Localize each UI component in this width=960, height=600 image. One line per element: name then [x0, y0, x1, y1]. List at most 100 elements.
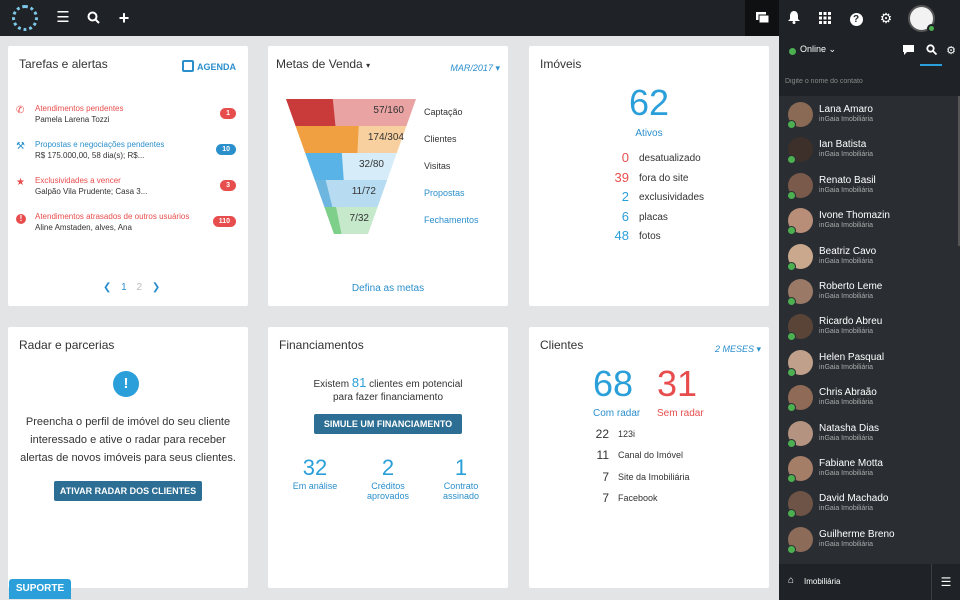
calendar-icon [181, 60, 194, 72]
clients-period-label: 2 MESES [714, 344, 754, 354]
funnel-stage-remaining [314, 180, 388, 207]
online-status-dot [787, 509, 796, 519]
task-detail: Aline Amstaden, alves, Ana [35, 223, 132, 232]
source-count: 11 [596, 448, 609, 462]
set-goals-link[interactable]: Defina as metas [351, 283, 425, 294]
contact-item[interactable]: Ivone Thomazin inGaia Imobiliária [779, 204, 960, 239]
prev-page-icon[interactable]: ❮ [103, 282, 112, 293]
settings-icon[interactable]: ⚙ [946, 45, 956, 57]
task-item[interactable]: ! Atendimentos atrasados de outros usuár… [16, 212, 240, 242]
bell-icon[interactable] [779, 0, 809, 36]
chat-bubble-icon[interactable] [897, 36, 919, 66]
contact-company: inGaia Imobiliária [819, 505, 874, 513]
potential-clients-count: 81 [351, 375, 367, 390]
task-count-badge: 10 [216, 144, 236, 155]
without-radar-count[interactable]: 31 [657, 363, 698, 404]
contact-item[interactable]: Ian Batista inGaia Imobiliária [779, 133, 960, 168]
caret-down-icon: ▾ [366, 61, 371, 70]
contact-item[interactable]: Roberto Leme inGaia Imobiliária [779, 275, 960, 310]
search-icon[interactable] [78, 0, 108, 36]
contact-search-input[interactable] [785, 75, 950, 87]
page-1[interactable]: 1 [121, 282, 127, 293]
client-source-row[interactable]: 22 123i [587, 427, 737, 445]
online-status-dot [927, 24, 936, 33]
financing-text-post: clientes em potencial [369, 379, 463, 390]
clients-period-select[interactable]: 2 MESES ▾ [715, 344, 761, 355]
contact-item[interactable]: Lana Amaro inGaia Imobiliária [779, 98, 960, 133]
task-item[interactable]: ✆ Atendimentos pendentes Pamela Larena T… [16, 104, 240, 134]
menu-icon[interactable]: ☰ [56, 9, 70, 26]
chat-icon[interactable] [745, 0, 779, 36]
search-icon[interactable] [920, 36, 942, 66]
contact-company: inGaia Imobiliária [819, 470, 874, 477]
status-label: Online [800, 44, 827, 54]
contact-item[interactable]: Natasha Dias inGaia Imobiliária [779, 417, 960, 452]
apps-icon[interactable] [810, 0, 840, 36]
financing-stat[interactable]: 2 Créditos aprovados [353, 455, 423, 501]
support-button[interactable]: SUPORTE [9, 579, 71, 599]
plus-icon[interactable]: + [118, 8, 130, 28]
stat-label-2: aprovados [366, 491, 410, 501]
property-stat-row[interactable]: 6 placas [589, 209, 739, 229]
property-stat-row[interactable]: 0 desatualizado [589, 150, 739, 170]
source-count: 22 [595, 427, 609, 441]
contact-item[interactable]: Fabiane Motta inGaia Imobiliária [779, 452, 960, 487]
financing-stat[interactable]: 32 Em análise [280, 455, 350, 491]
clients-title: Clientes [540, 338, 584, 352]
funnel-label[interactable]: Fechamentos [424, 215, 479, 225]
next-page-icon[interactable]: ❯ [151, 282, 161, 293]
funnel-label[interactable]: Propostas [424, 188, 465, 198]
contact-avatar [787, 385, 813, 413]
contact-item[interactable]: Ricardo Abreu inGaia Imobiliária [779, 310, 960, 345]
period-select[interactable]: MAR/2017 ▾ [450, 63, 500, 74]
contact-item[interactable]: Guilherme Breno inGaia Imobiliária [779, 523, 960, 558]
online-status-dot [787, 120, 796, 129]
property-stat-row[interactable]: 48 fotos [589, 228, 739, 248]
client-source-row[interactable]: 11 Canal do Imóvel [587, 448, 737, 466]
client-source-row[interactable]: 7 Site da Imobiliária [587, 470, 737, 488]
active-properties-count[interactable]: 62 [628, 82, 670, 123]
client-source-row[interactable]: 7 Facebook [587, 491, 737, 509]
sales-goals-title[interactable]: Metas de Venda ▾ [276, 57, 370, 71]
online-status-dot [787, 438, 796, 448]
contact-item[interactable]: Beatriz Cavo inGaia Imobiliária [779, 240, 960, 275]
agenda-link[interactable]: AGENDA [181, 60, 236, 72]
gear-icon[interactable]: ⚙ [879, 10, 893, 26]
task-item[interactable]: ★ Exclusividades a vencer Galpão Vila Pr… [16, 176, 240, 206]
task-title: Atendimentos atrasados de outros usuário… [35, 212, 190, 221]
online-status-dot [787, 332, 796, 342]
task-count-badge: 110 [212, 216, 236, 227]
contact-item[interactable]: Chris Abraão inGaia Imobiliária [779, 381, 960, 416]
status-select[interactable]: Online ⌄ [800, 44, 836, 55]
financing-stat[interactable]: 1 Contrato assinado [426, 455, 496, 501]
list-icon[interactable]: ☰ [931, 564, 960, 600]
chevron-down-icon: ⌄ [828, 44, 837, 54]
phone-icon: ✆ [16, 105, 25, 116]
contact-list-scrollbar[interactable] [958, 96, 960, 246]
company-label[interactable]: Imobiliária [804, 577, 841, 586]
online-status-dot [787, 261, 796, 271]
app-logo[interactable] [12, 5, 38, 31]
page-2[interactable]: 2 [136, 282, 143, 293]
contact-avatar [787, 172, 813, 200]
contact-name: Chris Abraão [819, 387, 877, 399]
online-status-dot [787, 403, 796, 413]
activate-radar-button[interactable]: ATIVAR RADAR DOS CLIENTES [54, 481, 202, 501]
property-stat-row[interactable]: 2 exclusividades [589, 189, 739, 209]
contact-company: inGaia Imobiliária [819, 363, 874, 371]
contact-item[interactable]: David Machado inGaia Imobiliária [779, 487, 960, 522]
contact-name: Ricardo Abreu [819, 316, 883, 328]
contact-company: inGaia Imobiliária [819, 328, 874, 336]
task-item[interactable]: ⚒ Propostas e negociações pendentes R$ 1… [16, 140, 240, 170]
with-radar-count[interactable]: 68 [593, 363, 634, 404]
simulate-financing-button[interactable]: SIMULE UM FINANCIAMENTO [314, 414, 462, 434]
user-avatar[interactable] [908, 5, 936, 33]
funnel-stage-achieved [314, 180, 333, 207]
help-icon[interactable]: ? [841, 0, 871, 36]
contact-item[interactable]: Renato Basil inGaia Imobiliária [779, 169, 960, 204]
home-icon[interactable]: ⌂ [788, 575, 795, 586]
contact-item[interactable]: Helen Pasqual inGaia Imobiliária [779, 346, 960, 381]
property-stat-row[interactable]: 39 fora do site [589, 170, 739, 190]
chat-panel-header: Online ⌄ ⚙ [779, 36, 960, 66]
contact-company: inGaia Imobiliária [819, 293, 874, 300]
